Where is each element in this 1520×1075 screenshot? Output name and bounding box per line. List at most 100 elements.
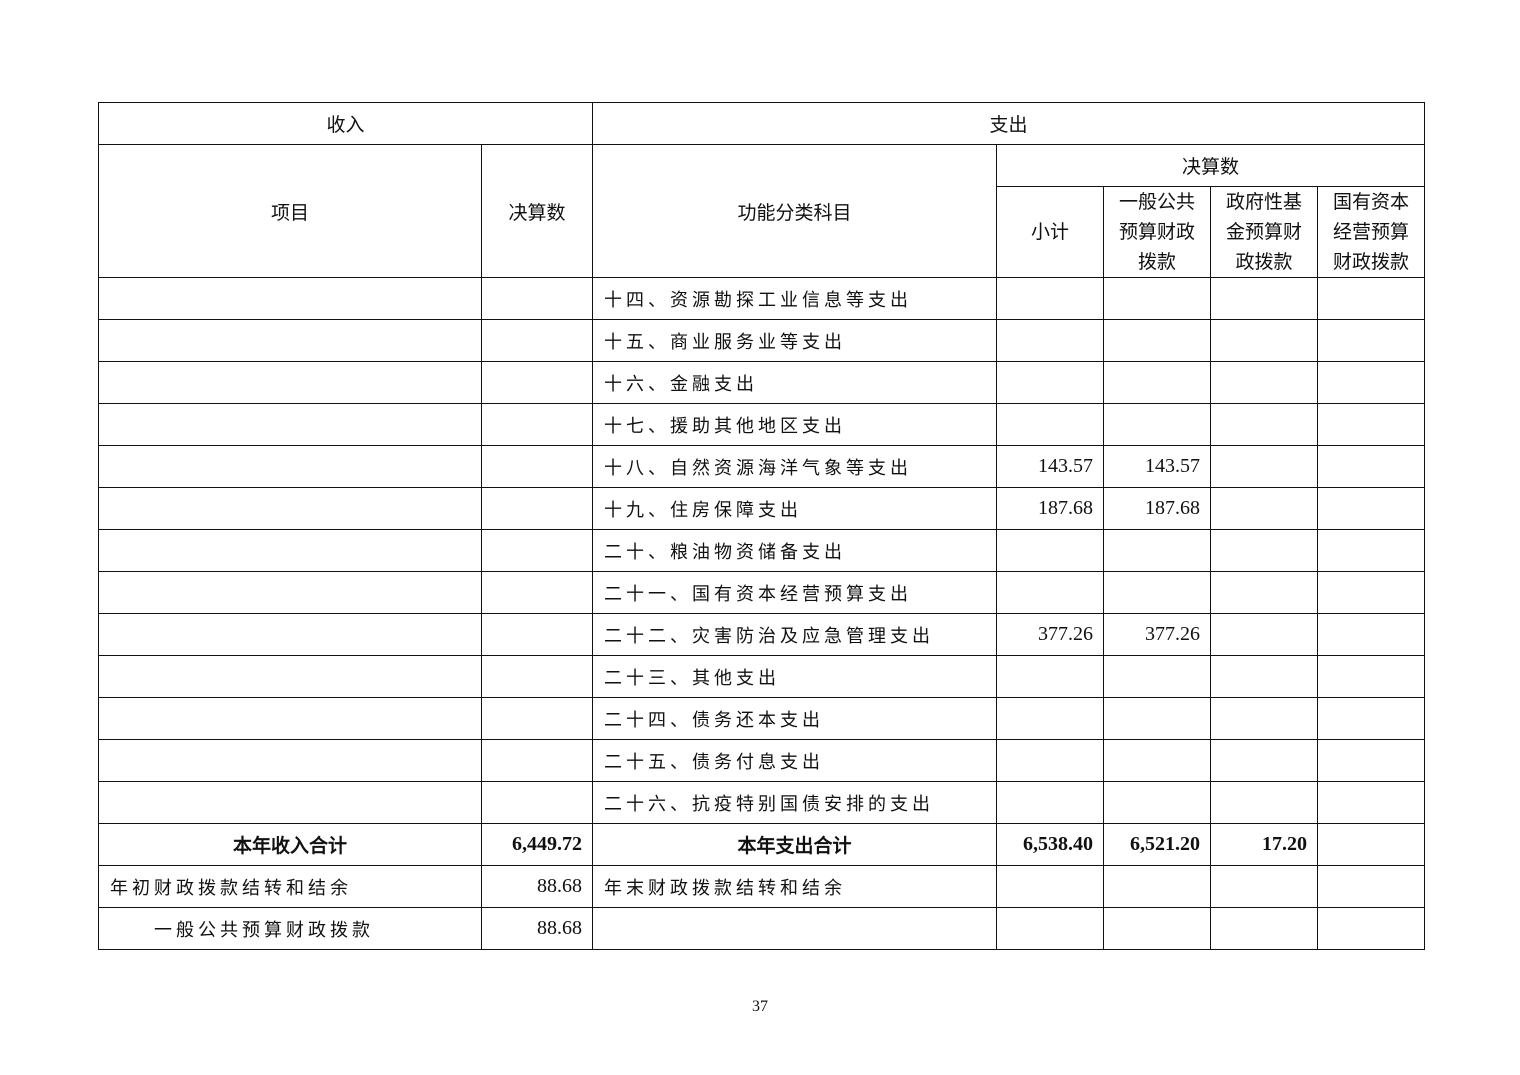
totals-row: 本年收入合计 6,449.72 本年支出合计 6,538.40 6,521.20 17.2… — [98, 823, 1426, 866]
state-capital-cell — [1317, 361, 1426, 404]
table-row: 二十二、灾害防治及应急管理支出 377.26 377.26 — [98, 613, 1426, 656]
income-total-amount: 6,449.72 — [480, 823, 594, 866]
expense-category-cell: 二十一、国有资本经营预算支出 — [592, 571, 998, 614]
income-amount-cell — [480, 319, 594, 362]
state-capital-cell — [1317, 445, 1426, 488]
general-public-cell — [1103, 529, 1212, 572]
expense-category-cell: 二十三、其他支出 — [592, 655, 998, 698]
table-row: 二十三、其他支出 — [98, 655, 1426, 698]
gov-fund-cell — [1210, 277, 1319, 320]
income-item-cell — [98, 529, 482, 572]
gov-fund-cell — [1210, 781, 1319, 824]
state-capital-cell — [1317, 781, 1426, 824]
gov-fund-cell — [1210, 529, 1319, 572]
table-row: 年初财政拨款结转和结余 88.68 年末财政拨款结转和结余 — [98, 865, 1426, 908]
subtotal-cell — [996, 403, 1105, 446]
income-amount-cell — [480, 655, 594, 698]
income-item-cell — [98, 319, 482, 362]
expense-category-cell: 十九、住房保障支出 — [592, 487, 998, 530]
income-header: 收入 — [97, 102, 594, 145]
gov-fund-cell — [1210, 907, 1319, 950]
state-capital-cell — [1317, 697, 1426, 740]
table-row: 二十四、债务还本支出 — [98, 697, 1426, 740]
income-item-cell — [98, 445, 482, 488]
income-item-cell: 一般公共预算财政拨款 — [98, 907, 482, 950]
income-item-cell — [98, 613, 482, 656]
gov-fund-header: 政府性基金预算财政拨款 — [1210, 186, 1319, 278]
page-number: 37 — [752, 998, 768, 1015]
expense-header: 支出 — [592, 102, 1426, 145]
table-row: 二十六、抗疫特别国债安排的支出 — [98, 781, 1426, 824]
gov-fund-cell — [1210, 445, 1319, 488]
state-capital-cell — [1317, 529, 1426, 572]
subtotal-cell — [996, 319, 1105, 362]
table-row: 十九、住房保障支出 187.68 187.68 — [98, 487, 1426, 530]
gov-fund-cell — [1210, 613, 1319, 656]
subtotal-cell — [996, 697, 1105, 740]
gov-fund-cell — [1210, 361, 1319, 404]
table-row: 一般公共预算财政拨款 88.68 — [98, 907, 1426, 950]
table-row: 十五、商业服务业等支出 — [98, 319, 1426, 362]
income-amount-header: 决算数 — [480, 144, 594, 278]
income-amount-cell — [480, 487, 594, 530]
expense-category-cell: 十七、援助其他地区支出 — [592, 403, 998, 446]
income-amount-cell — [480, 613, 594, 656]
gov-fund-cell — [1210, 571, 1319, 614]
general-public-cell — [1103, 571, 1212, 614]
subtotal-cell — [996, 277, 1105, 320]
general-public-cell — [1103, 907, 1212, 950]
table-row: 十七、援助其他地区支出 — [98, 403, 1426, 446]
income-amount-cell: 88.68 — [480, 865, 594, 908]
general-public-cell — [1103, 277, 1212, 320]
expense-category-cell: 十五、商业服务业等支出 — [592, 319, 998, 362]
gov-fund-cell — [1210, 403, 1319, 446]
state-capital-cell — [1317, 487, 1426, 530]
income-amount-cell — [480, 445, 594, 488]
subtotal-cell — [996, 571, 1105, 614]
general-public-cell — [1103, 319, 1212, 362]
income-item-cell — [98, 571, 482, 614]
general-public-total: 6,521.20 — [1103, 823, 1212, 866]
subtotal-cell — [996, 865, 1105, 908]
table-row: 二十一、国有资本经营预算支出 — [98, 571, 1426, 614]
state-capital-cell — [1317, 865, 1426, 908]
state-capital-cell — [1317, 571, 1426, 614]
income-item-cell — [98, 403, 482, 446]
expense-category-cell: 二十五、债务付息支出 — [592, 739, 998, 782]
expense-total-label: 本年支出合计 — [592, 823, 998, 866]
state-capital-total — [1317, 823, 1426, 866]
table-row: 十八、自然资源海洋气象等支出 143.57 143.57 — [98, 445, 1426, 488]
state-capital-cell — [1317, 319, 1426, 362]
expense-category-cell: 二十六、抗疫特别国债安排的支出 — [592, 781, 998, 824]
state-capital-cell — [1317, 907, 1426, 950]
expense-category-cell: 年末财政拨款结转和结余 — [592, 865, 998, 908]
income-amount-cell — [480, 781, 594, 824]
expense-category-cell: 十六、金融支出 — [592, 361, 998, 404]
function-category-header: 功能分类科目 — [592, 144, 998, 278]
state-capital-cell — [1317, 277, 1426, 320]
subtotal-cell: 143.57 — [996, 445, 1105, 488]
income-amount-cell — [480, 529, 594, 572]
general-public-cell — [1103, 865, 1212, 908]
general-public-cell — [1103, 403, 1212, 446]
state-capital-cell — [1317, 403, 1426, 446]
income-amount-cell — [480, 403, 594, 446]
gov-fund-cell — [1210, 697, 1319, 740]
gov-fund-cell — [1210, 655, 1319, 698]
subtotal-cell — [996, 781, 1105, 824]
expense-category-cell: 十四、资源勘探工业信息等支出 — [592, 277, 998, 320]
table-row: 十六、金融支出 — [98, 361, 1426, 404]
subtotal-cell — [996, 907, 1105, 950]
gov-fund-total: 17.20 — [1210, 823, 1319, 866]
income-item-cell — [98, 487, 482, 530]
income-item-cell — [98, 277, 482, 320]
income-item-cell — [98, 781, 482, 824]
subtotal-cell: 377.26 — [996, 613, 1105, 656]
income-amount-cell — [480, 697, 594, 740]
income-amount-cell — [480, 277, 594, 320]
state-capital-cell — [1317, 655, 1426, 698]
general-public-cell — [1103, 697, 1212, 740]
general-public-cell: 377.26 — [1103, 613, 1212, 656]
income-item-cell — [98, 739, 482, 782]
subtotal-cell — [996, 739, 1105, 782]
